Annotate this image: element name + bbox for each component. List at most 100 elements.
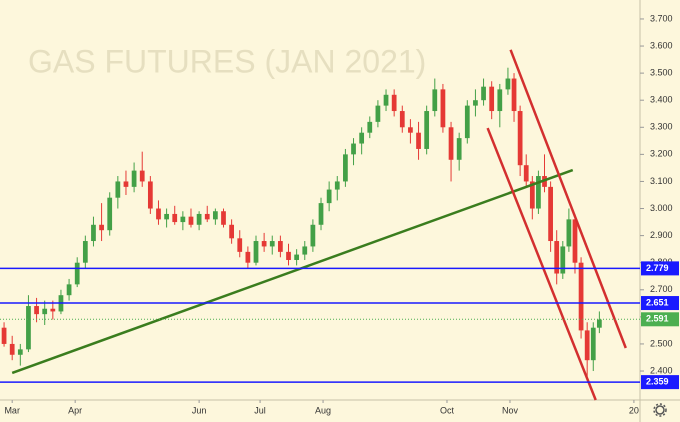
watermark: GAS FUTURES (JAN 2021) [28, 43, 426, 79]
candle-body [107, 197, 113, 231]
price-label-box [641, 296, 679, 311]
candle-body [334, 181, 340, 190]
y-tick-label: 3.300 [650, 122, 673, 132]
candle-body [505, 78, 511, 90]
candle-body [188, 216, 194, 225]
candle-body [196, 213, 202, 225]
candle-body [548, 186, 553, 242]
price-label-box [641, 312, 679, 327]
candle-body [497, 89, 503, 112]
candle-body [456, 138, 462, 160]
price-label: 2.359 [646, 377, 669, 387]
price-label: 2.651 [646, 297, 669, 307]
candle-body [448, 127, 454, 160]
candle-body [261, 241, 267, 247]
candle-body [147, 181, 153, 209]
candle-body [74, 262, 80, 285]
x-tick-label: Jul [254, 405, 266, 415]
candle-body [399, 111, 405, 128]
x-tick-label: 20 [629, 405, 639, 415]
candle-body [139, 170, 145, 182]
candle-body [326, 189, 332, 204]
candle-body [408, 127, 413, 133]
candle-body [26, 306, 31, 350]
y-tick-label: 3.400 [650, 95, 673, 105]
y-tick-label: 2.500 [650, 338, 673, 348]
candle-body [172, 213, 178, 223]
candle-body [590, 327, 596, 361]
candle-body [91, 224, 96, 242]
candle-body [294, 254, 300, 260]
candle-body [164, 213, 169, 220]
candle-body [351, 143, 356, 155]
x-tick-label: Nov [502, 405, 519, 415]
candle-body [123, 181, 129, 187]
x-tick-label: Jun [192, 405, 207, 415]
price-label: 2.591 [646, 314, 669, 324]
y-tick-label: 3.700 [650, 13, 673, 23]
candle-body [596, 319, 602, 328]
candle-body [50, 308, 56, 312]
candle-body [42, 308, 48, 315]
candle-body [566, 219, 572, 247]
candle-body [221, 211, 226, 225]
x-tick-label: Oct [440, 405, 455, 415]
candle-body [572, 219, 578, 263]
candle-body [383, 94, 389, 106]
candle-body [131, 170, 137, 187]
candle-body [302, 246, 308, 255]
price-label: 2.779 [646, 263, 669, 273]
settings-icon[interactable] [653, 403, 667, 417]
candle-body [204, 213, 210, 220]
candle-body [318, 203, 324, 225]
candle-body [278, 241, 283, 252]
candle-body [416, 132, 421, 149]
x-tick-label: Mar [4, 405, 20, 415]
candle-body [375, 105, 381, 122]
candle-body [269, 241, 275, 247]
candle-body [529, 181, 535, 209]
candle-body [536, 176, 541, 209]
candle-body [286, 251, 291, 260]
candle-body [34, 306, 39, 315]
candle-body [115, 181, 121, 198]
candle-body [82, 241, 88, 263]
candle-body [66, 284, 72, 296]
candle-body [584, 330, 590, 361]
candle-body [440, 89, 446, 128]
price-label-box [641, 375, 679, 390]
candle-body [517, 111, 523, 166]
candle-body [578, 262, 584, 331]
candle-body [180, 216, 186, 223]
candle-body [1, 327, 7, 344]
candle-body [554, 241, 560, 274]
candle-body [359, 132, 365, 144]
candle-body [343, 154, 348, 182]
y-tick-label: 3.600 [650, 40, 673, 50]
candle-body [245, 251, 251, 263]
candle-body [229, 224, 234, 239]
y-tick-label: 3.100 [650, 176, 673, 186]
y-tick-label: 3.200 [650, 149, 673, 159]
trend-line [509, 49, 627, 349]
candle-body [489, 86, 495, 112]
candle-body [424, 111, 430, 149]
candle-body [310, 224, 316, 247]
y-tick-label: 3.500 [650, 67, 673, 77]
candle-body [560, 246, 566, 274]
candle-body [481, 86, 486, 101]
candle-body [212, 211, 218, 220]
candle-body [432, 89, 438, 112]
candle-body [237, 238, 243, 252]
trend-line [11, 168, 574, 375]
candle-body [99, 224, 104, 231]
candle-body [9, 343, 15, 355]
candle-body [464, 105, 470, 139]
y-tick-label: 2.700 [650, 284, 673, 294]
y-tick-label: 3.000 [650, 203, 673, 213]
y-tick-label: 2.400 [650, 365, 673, 375]
candle-body [17, 349, 23, 355]
y-tick-label: 2.900 [650, 230, 673, 240]
